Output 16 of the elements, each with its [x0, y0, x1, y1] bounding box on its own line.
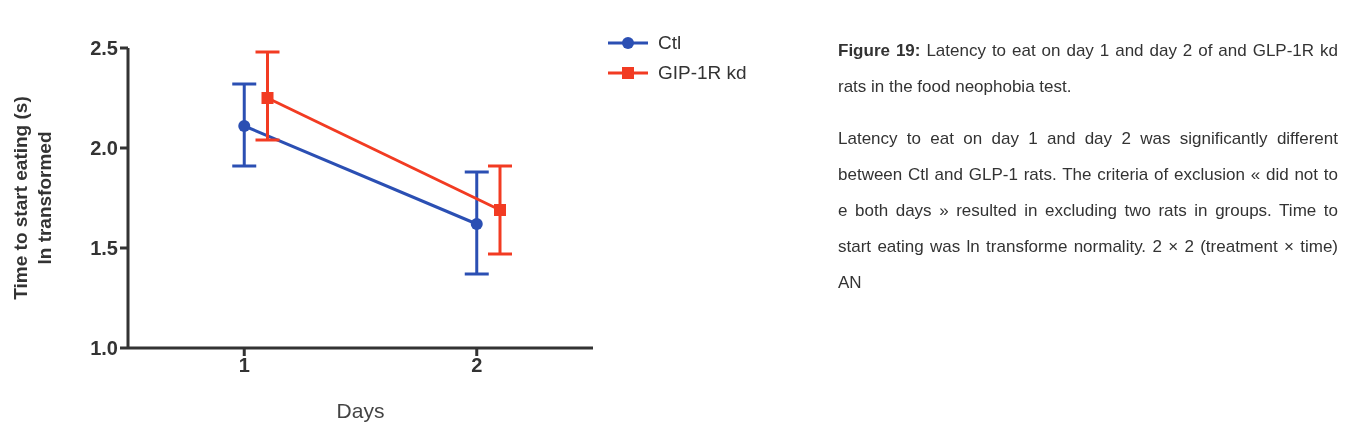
- y-tick-label: 1.5: [90, 237, 118, 260]
- point: [494, 204, 506, 216]
- caption: Figure 19: Latency to eat on day 1 and day 2 of and GLP-1R kd rats in the food neophobia test.: [838, 40, 1338, 98]
- y-tick-label: 2.5: [90, 37, 118, 60]
- legend-label: Ctl: [658, 32, 682, 54]
- legend-label: GIP-1R kd: [658, 62, 747, 84]
- x-axis-title: Days: [336, 399, 385, 422]
- point: [470, 218, 483, 230]
- point: [238, 120, 251, 132]
- x-tick-label: 1: [238, 354, 250, 377]
- y-tick-label: 2.0: [90, 137, 118, 160]
- y-axis-title: Time to start eating (s) ln transformed: [10, 96, 55, 300]
- text: Latency to eat on day 1 and day 2 was significantly different between Ctl and GLP-1 rats. The criteria of exclusion « did not to e both days » resulted in excluding two rats in groups. Time to start eating was ln transforme normality. 2 × 2 (treatment × time) AN: [838, 128, 1338, 294]
- x-tick-label: 2: [471, 354, 483, 377]
- point: [261, 92, 274, 104]
- y-tick-label: 1.0: [90, 337, 118, 360]
